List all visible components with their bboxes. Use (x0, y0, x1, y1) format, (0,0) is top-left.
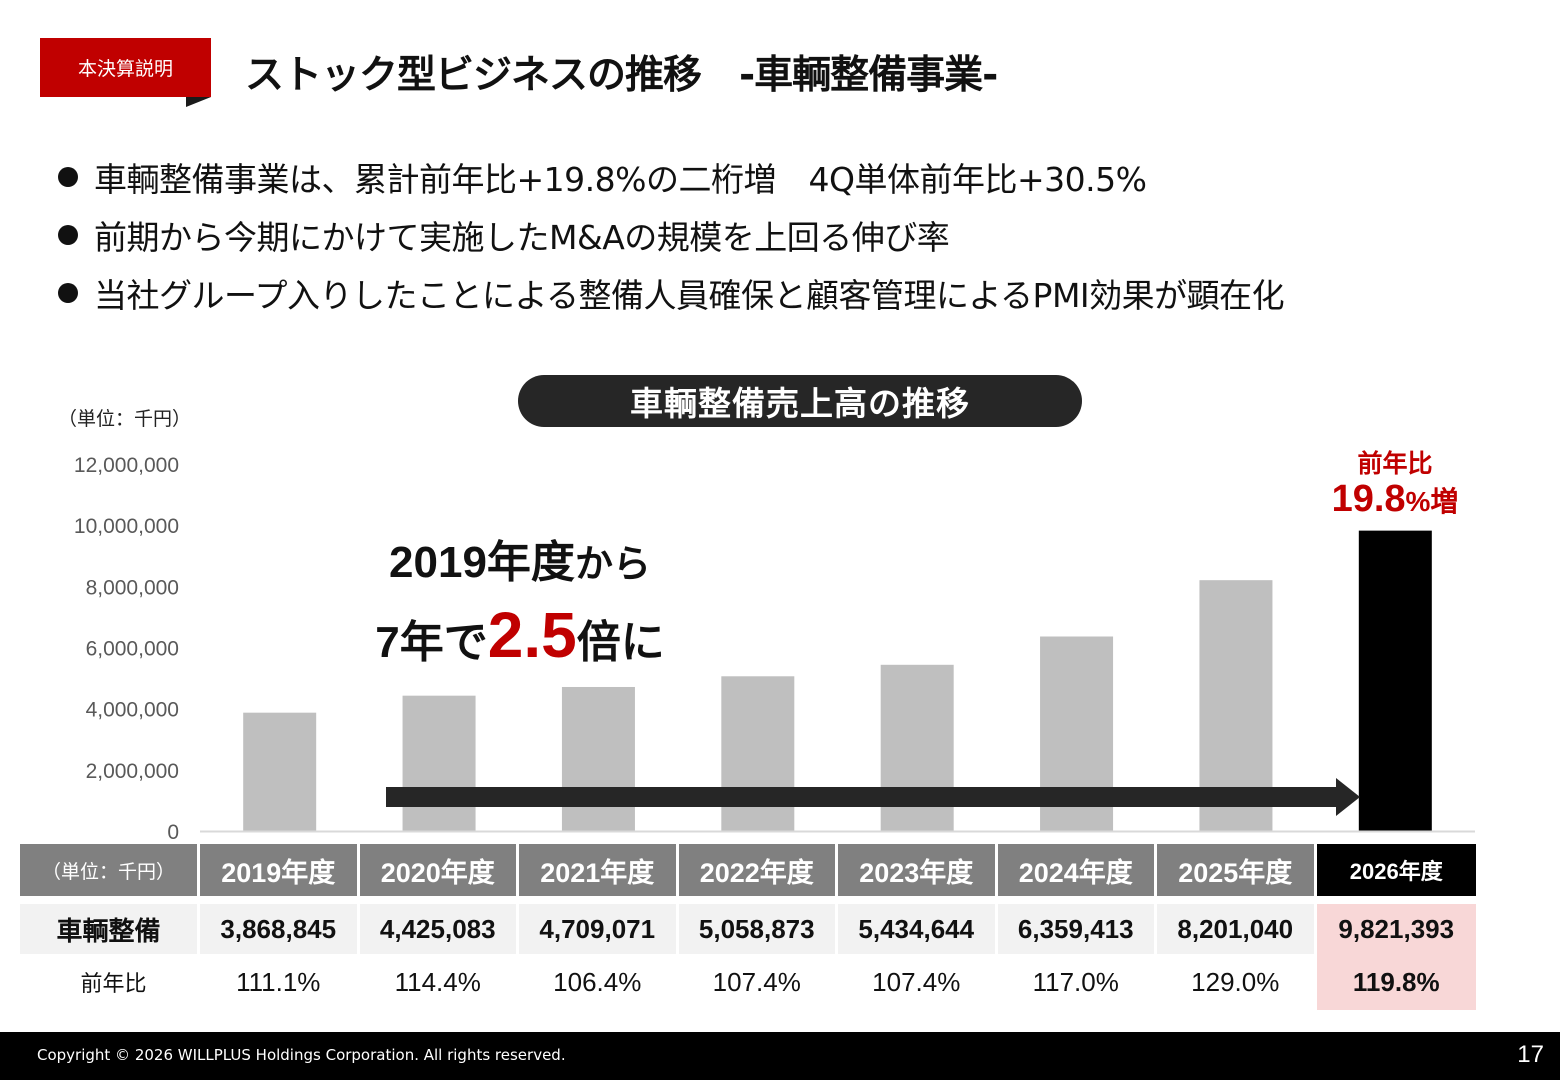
sales-table: （単位：千円） 2019年度 2020年度 2021年度 2022年度 2023… (20, 844, 1476, 1010)
y-axis: 0 2,000,000 4,000,000 6,000,000 8,000,000 10,… (74, 454, 179, 844)
table-cell: 114.4% (359, 954, 519, 1010)
table-cell: 119.8% (1316, 954, 1476, 1010)
bar (721, 676, 795, 831)
callout-years: 7年で (375, 618, 488, 667)
growth-callout: 2019年度から 7年で2.5倍に (330, 535, 710, 681)
callout-from: から (574, 544, 651, 586)
y-tick-label: 2,000,000 (86, 760, 179, 783)
table-cell: 3,868,845 (200, 904, 360, 954)
yoy-callout-number: 19.8 (1331, 478, 1406, 520)
bar (243, 712, 317, 831)
table-header-cell: 2020年度 (359, 844, 519, 896)
table-header-cell: 2022年度 (678, 844, 838, 896)
bullet-text: 当社グループ入りしたことによる整備人員確保と顧客管理によるPMI効果が顕在化 (94, 276, 1285, 315)
callout-multiple: 2.5 (487, 599, 577, 671)
bar (561, 686, 635, 831)
table-cell: 117.0% (997, 954, 1157, 1010)
yoy-callout-label: 前年比 (1357, 449, 1433, 478)
table-row-label: 前年比 (20, 954, 200, 1010)
yoy-callout-value: 19.8%増 (1300, 478, 1490, 521)
y-tick-label: 0 (167, 821, 179, 844)
y-tick-label: 6,000,000 (86, 638, 179, 661)
table-cell: 107.4% (678, 954, 838, 1010)
table-row-label: 車輌整備 (20, 904, 200, 954)
bullet-text: 車輌整備事業は、累計前年比+19.8%の二桁増 4Q単体前年比+30.5% (94, 160, 1147, 199)
bullet-dot-icon (58, 225, 78, 245)
table-header-cell: 2021年度 (519, 844, 679, 896)
y-tick-label: 4,000,000 (86, 699, 179, 722)
table-row: 前年比 111.1% 114.4% 106.4% 107.4% 107.4% 1… (20, 954, 1476, 1010)
table-cell: 6,359,413 (997, 904, 1157, 954)
y-tick-label: 10,000,000 (74, 515, 179, 538)
footer: Copyright © 2026 WILLPLUS Holdings Corpo… (0, 1032, 1560, 1080)
table-header-cell: 2026年度 (1316, 844, 1476, 896)
table-header-cell: 2023年度 (838, 844, 998, 896)
yoy-callout-suffix: %増 (1405, 486, 1459, 517)
bullet-text: 前期から今期にかけて実施したM&Aの規模を上回る伸び率 (94, 218, 950, 257)
bar (1358, 530, 1432, 831)
growth-arrow-icon (386, 778, 1360, 816)
table-cell: 111.1% (200, 954, 360, 1010)
bullet-list: 車輌整備事業は、累計前年比+19.8%の二桁増 4Q単体前年比+30.5% 前期… (58, 148, 1285, 322)
table-cell: 106.4% (519, 954, 679, 1010)
bullet-dot-icon (58, 167, 78, 187)
table-cell: 4,709,071 (519, 904, 679, 954)
page-number: 17 (1517, 1041, 1544, 1068)
copyright-text: Copyright © 2026 WILLPLUS Holdings Corpo… (37, 1046, 566, 1064)
table-header-cell: 2019年度 (200, 844, 360, 896)
page-title: ストック型ビジネスの推移 -車輌整備事業- (245, 53, 998, 98)
bar (402, 695, 476, 831)
table-unit-cell: （単位：千円） (20, 844, 200, 896)
table-cell: 9,821,393 (1316, 904, 1476, 954)
table-cell: 129.0% (1157, 954, 1317, 1010)
table-header-cell: 2025年度 (1157, 844, 1317, 896)
y-tick-label: 12,000,000 (74, 454, 179, 477)
callout-year: 2019年度 (389, 538, 575, 587)
chart-unit-label: （単位：千円） (58, 408, 192, 430)
section-tag-tail (186, 97, 211, 107)
table-header-row: （単位：千円） 2019年度 2020年度 2021年度 2022年度 2023… (20, 844, 1476, 896)
table-cell: 107.4% (838, 954, 998, 1010)
table-cell: 4,425,083 (359, 904, 519, 954)
bullet-item: 当社グループ入りしたことによる整備人員確保と顧客管理によるPMI効果が顕在化 (58, 264, 1285, 322)
y-tick-label: 8,000,000 (86, 576, 179, 599)
callout-times: 倍に (576, 618, 665, 667)
table-cell: 5,434,644 (838, 904, 998, 954)
chart-title: 車輌整備売上高の推移 (518, 375, 1082, 427)
section-tag: 本決算説明 (40, 38, 211, 97)
table-row: 車輌整備 3,868,845 4,425,083 4,709,071 5,058… (20, 904, 1476, 954)
table-cell: 5,058,873 (678, 904, 838, 954)
bullet-item: 車輌整備事業は、累計前年比+19.8%の二桁増 4Q単体前年比+30.5% (58, 148, 1284, 206)
bullet-item: 前期から今期にかけて実施したM&Aの規模を上回る伸び率 (58, 206, 1284, 264)
bullet-dot-icon (58, 283, 78, 303)
table-header-cell: 2024年度 (997, 844, 1157, 896)
table-cell: 8,201,040 (1157, 904, 1317, 954)
